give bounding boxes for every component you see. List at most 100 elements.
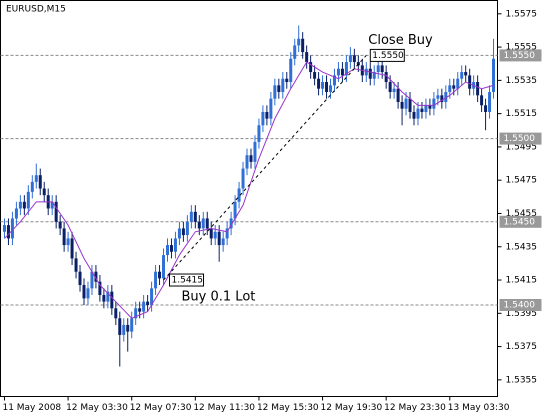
candle-body	[58, 221, 62, 229]
candle-body	[336, 68, 340, 76]
y-tick-label: 1.5355	[506, 375, 538, 385]
candle-body	[54, 201, 58, 222]
candle-body	[94, 271, 98, 282]
candle-body	[237, 188, 241, 202]
candle-body	[412, 111, 416, 119]
candle-body	[424, 105, 428, 112]
candle-body	[257, 125, 261, 142]
candle-body	[432, 98, 436, 109]
candle-body	[6, 225, 10, 239]
candle-body	[468, 75, 472, 89]
candle-body	[348, 55, 352, 63]
candle-body	[444, 92, 448, 102]
candle-body	[484, 105, 488, 112]
candle-body	[154, 271, 158, 289]
candle-body	[66, 238, 70, 246]
y-tick-label: 1.5535	[506, 76, 538, 86]
candle-body	[98, 281, 102, 296]
candle-body	[221, 238, 225, 246]
trade-close-text: Close Buy	[368, 33, 433, 48]
candle-body	[325, 82, 329, 93]
candle-body	[82, 285, 86, 299]
candle-body	[440, 95, 444, 102]
x-tick-label: 12 May 19:30	[321, 403, 383, 413]
candle-body	[388, 82, 392, 93]
candle-body	[464, 72, 468, 76]
candle-body	[480, 95, 484, 106]
candle-body	[340, 68, 344, 76]
candle-body	[245, 155, 249, 169]
y-tick-label: 1.5475	[506, 176, 538, 186]
candle-body	[380, 65, 384, 73]
level-label: 1.5450	[504, 217, 536, 227]
level-label: 1.5550	[504, 51, 536, 61]
candle-body	[86, 288, 90, 299]
candle-body	[114, 308, 118, 319]
candle-body	[74, 258, 78, 272]
candle-body	[289, 58, 293, 83]
trade-close-price: 1.5550	[372, 51, 404, 61]
candle-body	[261, 111, 265, 126]
candle-body	[90, 271, 94, 289]
candle-body	[317, 78, 321, 89]
candle-body	[18, 201, 22, 209]
candle-body	[22, 201, 26, 209]
candle-body	[420, 108, 424, 112]
candle-body	[201, 218, 205, 229]
candle-body	[384, 72, 388, 83]
candle-body	[352, 55, 356, 63]
candle-body	[225, 228, 229, 239]
candle-body	[356, 62, 360, 66]
candle-body	[265, 111, 269, 119]
candle-body	[126, 324, 130, 332]
trade-open-price: 1.5415	[172, 276, 204, 286]
candle-body	[476, 82, 480, 96]
x-tick-label: 13 May 03:30	[448, 403, 510, 413]
candle-body	[249, 155, 253, 162]
candle-body	[277, 85, 281, 93]
x-tick-label: 11 May 2008	[2, 403, 61, 413]
candle-body	[213, 231, 217, 239]
x-tick-label: 12 May 07:30	[130, 403, 192, 413]
candle-body	[150, 288, 154, 305]
y-tick-label: 1.5435	[506, 242, 538, 252]
candle-body	[488, 92, 492, 112]
candle-body	[396, 88, 400, 102]
candle-body	[233, 201, 237, 219]
candle-body	[492, 58, 496, 93]
level-label-box	[499, 132, 542, 145]
candle-body	[368, 68, 372, 79]
y-tick-label: 1.5515	[506, 109, 538, 119]
candle-body	[110, 291, 114, 309]
y-tick-label: 1.5495	[506, 142, 538, 152]
candle-body	[26, 191, 30, 209]
candle-body	[269, 98, 273, 119]
candle-body	[408, 98, 412, 112]
candle-body	[293, 45, 297, 59]
candle-body	[146, 301, 150, 305]
trade-open-text: Buy 0.1 Lot	[182, 290, 256, 305]
y-tick-label: 1.5395	[506, 309, 538, 319]
candle-body	[321, 82, 325, 89]
level-label-box	[499, 298, 542, 311]
candle-body	[305, 52, 309, 63]
candle-body	[400, 101, 404, 109]
candle-body	[416, 108, 420, 119]
x-tick-label: 12 May 11:30	[193, 403, 255, 413]
candle-body	[217, 231, 221, 246]
level-label-box	[499, 215, 542, 228]
candle-body	[313, 72, 317, 79]
candle-body	[253, 141, 257, 162]
candle-body	[281, 78, 285, 93]
candle-body	[301, 38, 305, 53]
candle-body	[38, 175, 42, 189]
candle-body	[102, 295, 106, 302]
x-tick-label: 12 May 15:30	[257, 403, 319, 413]
candle-body	[372, 72, 376, 79]
candle-body	[456, 78, 460, 89]
candle-body	[344, 62, 348, 76]
candle-body	[30, 181, 34, 192]
candle-body	[181, 228, 185, 236]
candle-body	[452, 85, 456, 89]
